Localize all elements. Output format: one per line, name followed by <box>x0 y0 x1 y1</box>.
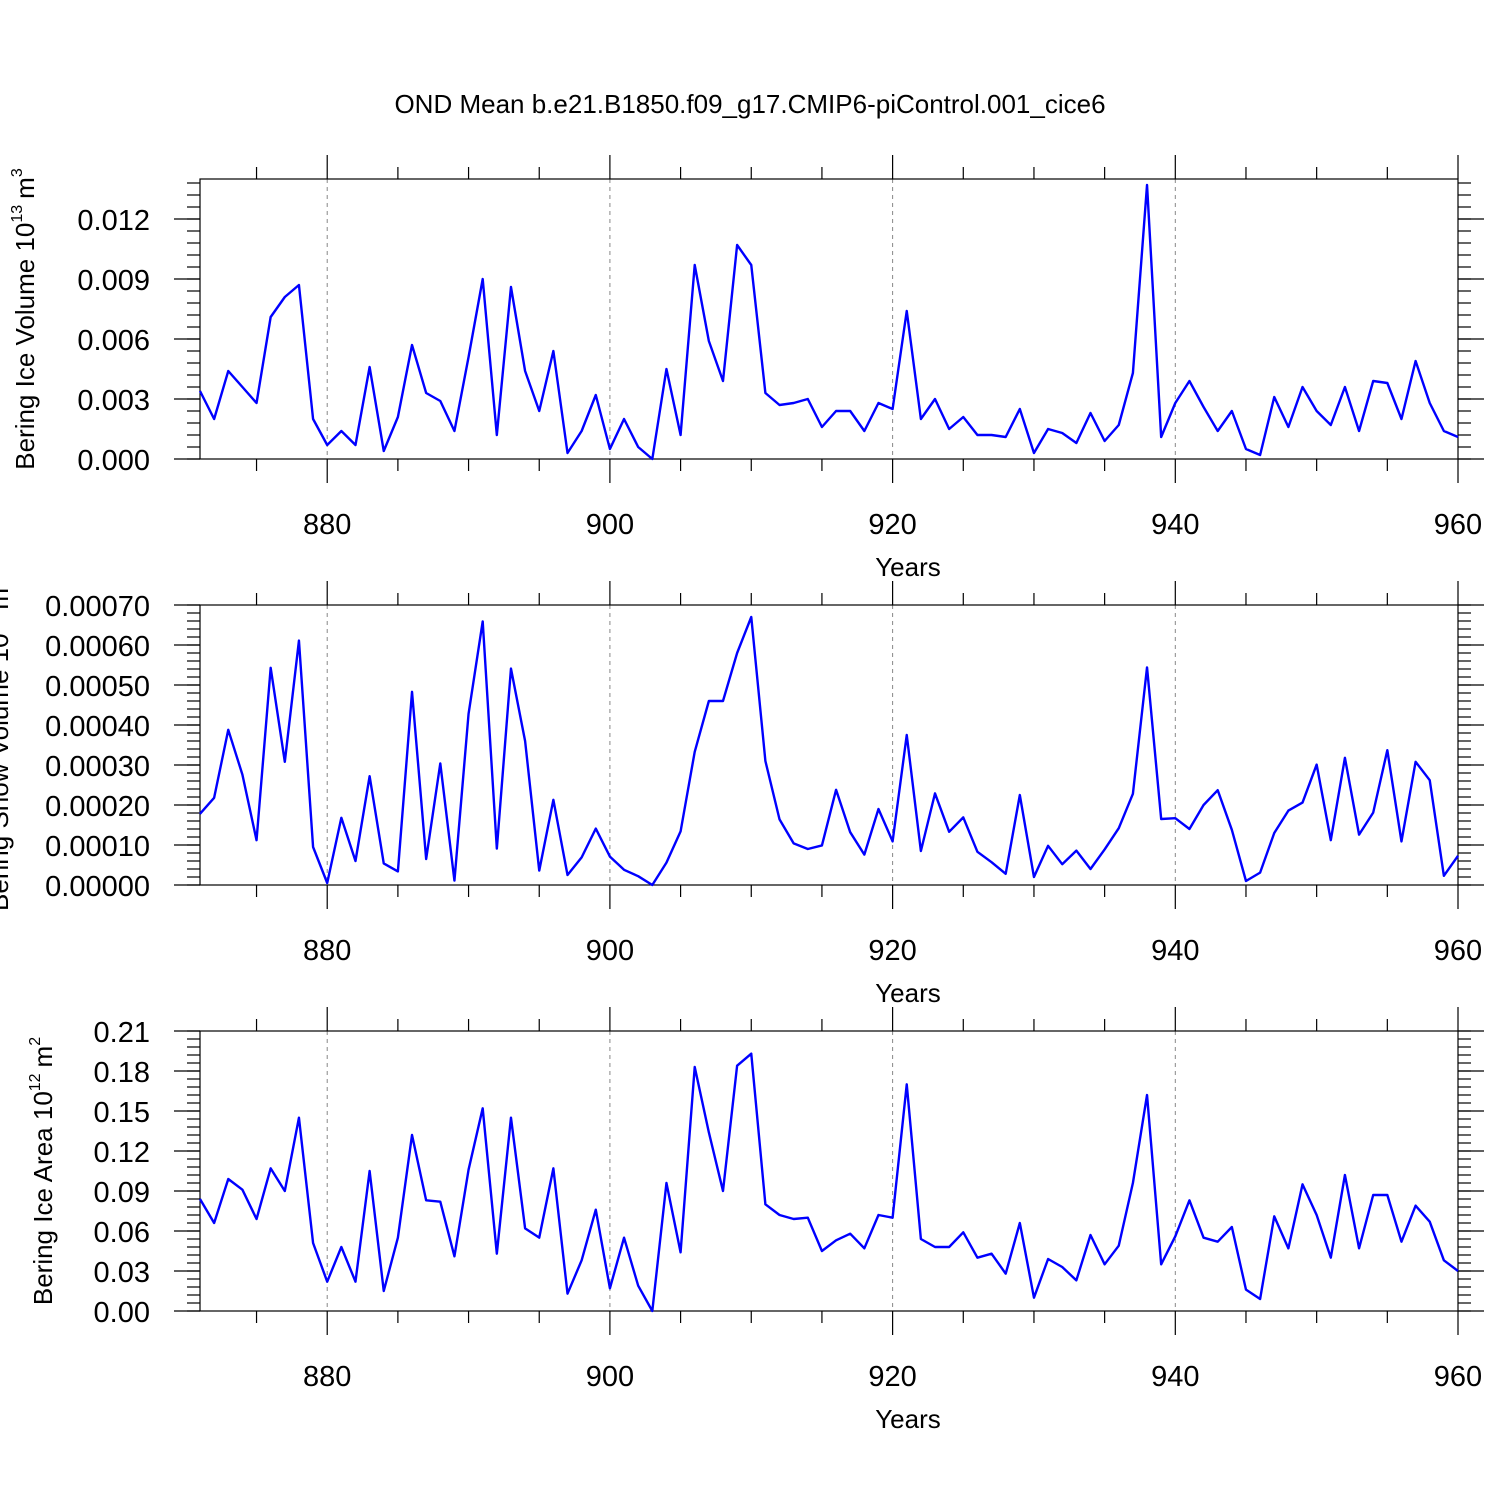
ice-area-panel: 0.00 0.03 0.06 0.09 0.12 0.15 0.18 0.21 880 900 9… <box>27 1007 1484 1434</box>
ice-volume-y-tick-labels: 0.000 0.003 0.006 0.009 0.012 <box>77 205 150 477</box>
ice-volume-y-axis-label: Bering Ice Volume 1013 m3 <box>9 168 40 470</box>
snow-volume-x-tick-labels: 880 900 920 940 960 <box>303 935 1482 967</box>
snow-volume-y-tick-label: 0.00060 <box>45 631 150 663</box>
ice-volume-x-tick-labels: 880 900 920 940 960 <box>303 509 1482 541</box>
ice-area-y-tick-label: 0.12 <box>94 1137 150 1169</box>
snow-volume-y-label-text: Bering Snow Volume 10 <box>0 633 14 911</box>
snow-volume-x-tick-label: 940 <box>1151 935 1199 967</box>
snow-volume-y-label-unit: m <box>0 588 14 610</box>
ice-volume-plot-frame <box>199 178 1459 460</box>
ice-volume-y-label-exponent: 13 <box>9 205 26 223</box>
ice-area-y-tick-label: 0.15 <box>94 1097 150 1129</box>
ice-area-x-tick-label: 940 <box>1151 1361 1199 1393</box>
ice-volume-series-line <box>198 183 1459 461</box>
snow-volume-y-tick-label: 0.00050 <box>45 671 150 703</box>
snow-volume-y-tick-label: 0.00010 <box>45 831 150 863</box>
ice-volume-ticks <box>174 155 1484 483</box>
ice-area-x-tick-labels: 880 900 920 940 960 <box>303 1361 1482 1393</box>
snow-volume-plot-frame <box>199 604 1459 886</box>
ice-area-y-tick-label: 0.21 <box>94 1017 150 1049</box>
snow-volume-panel: 0.00000 0.00010 0.00020 0.00030 0.00040 0.000… <box>0 579 1484 1008</box>
ice-area-x-tick-label: 880 <box>303 1361 351 1393</box>
ice-area-y-tick-labels: 0.00 0.03 0.06 0.09 0.12 0.15 0.18 0.21 <box>94 1017 150 1329</box>
ice-volume-x-tick-label: 900 <box>586 509 634 541</box>
ice-area-y-axis-label: Bering Ice Area 1012 m2 <box>27 1037 58 1305</box>
ice-area-y-label-exponent: 12 <box>27 1073 44 1091</box>
snow-volume-y-tick-label: 0.00030 <box>45 751 150 783</box>
ice-volume-x-tick-label: 960 <box>1434 509 1482 541</box>
ice-volume-y-label-text: Bering Ice Volume 10 <box>10 223 40 470</box>
ice-area-y-label-text: Bering Ice Area 10 <box>28 1091 58 1305</box>
ice-volume-x-tick-label: 920 <box>868 509 916 541</box>
snow-volume-x-tick-label: 920 <box>868 935 916 967</box>
ice-area-y-tick-label: 0.09 <box>94 1177 150 1209</box>
snow-volume-y-tick-label: 0.00040 <box>45 711 150 743</box>
ice-area-grid <box>326 1031 1176 1311</box>
snow-volume-y-tick-label: 0.00020 <box>45 791 150 823</box>
ice-area-y-label-unit: m <box>28 1046 58 1068</box>
snow-volume-y-tick-labels: 0.00000 0.00010 0.00020 0.00030 0.00040 0.000… <box>45 591 150 903</box>
ice-volume-y-tick-label: 0.000 <box>77 445 150 477</box>
snow-volume-x-tick-label: 960 <box>1434 935 1482 967</box>
ice-area-x-tick-label: 960 <box>1434 1361 1482 1393</box>
ice-area-ticks <box>174 1007 1484 1335</box>
snow-volume-y-axis-label: Bering Snow Volume 1013m3 <box>0 579 14 911</box>
snow-volume-y-tick-label: 0.00070 <box>45 591 150 623</box>
snow-volume-series-line <box>199 615 1459 887</box>
snow-volume-x-tick-label: 880 <box>303 935 351 967</box>
ice-volume-y-tick-label: 0.006 <box>77 325 150 357</box>
ice-volume-x-tick-label: 880 <box>303 509 351 541</box>
ice-volume-x-axis-label: Years <box>875 552 941 582</box>
ice-area-x-tick-label: 920 <box>868 1361 916 1393</box>
ice-area-y-tick-label: 0.00 <box>94 1297 150 1329</box>
snow-volume-x-axis-label: Years <box>875 978 941 1008</box>
ice-area-x-axis-label: Years <box>875 1404 941 1434</box>
ice-area-x-tick-label: 900 <box>586 1361 634 1393</box>
snow-volume-grid <box>326 605 1176 885</box>
ice-volume-y-tick-label: 0.012 <box>77 205 150 237</box>
ice-volume-panel: 0.000 0.003 0.006 0.009 0.012 880 900 920 940 96… <box>9 155 1484 582</box>
ice-area-series-line <box>198 1052 1459 1313</box>
snow-volume-y-tick-label: 0.00000 <box>45 871 150 903</box>
ice-area-y-tick-label: 0.03 <box>94 1257 150 1289</box>
ice-area-plot-frame <box>199 1030 1459 1312</box>
ice-volume-y-label-unit: m <box>10 177 40 199</box>
snow-volume-x-tick-label: 900 <box>586 935 634 967</box>
ice-area-y-tick-label: 0.06 <box>94 1217 150 1249</box>
snow-volume-ticks <box>174 581 1484 909</box>
ice-volume-x-tick-label: 940 <box>1151 509 1199 541</box>
ice-volume-y-tick-label: 0.009 <box>77 265 150 297</box>
ice-volume-y-tick-label: 0.003 <box>77 385 150 417</box>
figure-title: OND Mean b.e21.B1850.f09_g17.CMIP6-piCon… <box>394 89 1105 119</box>
ice-volume-y-label-unit-exponent: 3 <box>9 168 26 177</box>
ice-volume-grid <box>326 179 1176 459</box>
ice-area-y-label-unit-exponent: 2 <box>27 1037 44 1046</box>
ice-area-y-tick-label: 0.18 <box>94 1057 150 1089</box>
